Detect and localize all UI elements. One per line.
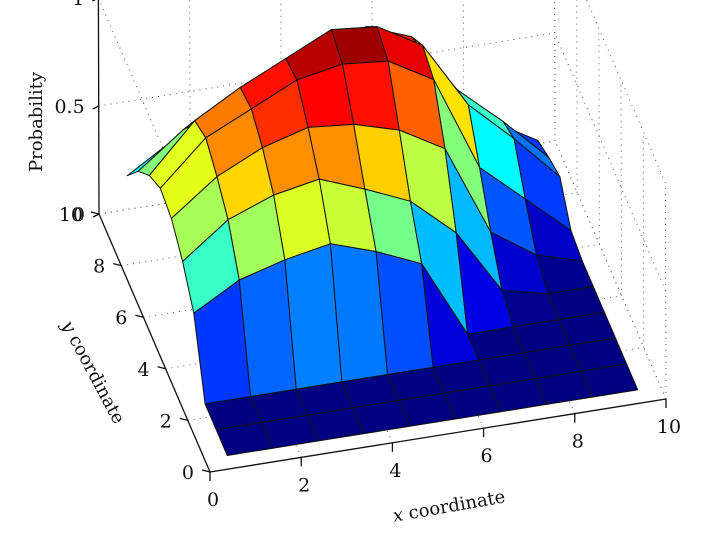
x-tick-label: 6 (481, 445, 493, 467)
x-tick-label: 4 (389, 460, 401, 482)
grid-line (664, 182, 667, 400)
grid-line (554, 32, 667, 292)
z-tick-label: 0 (73, 204, 85, 226)
grid-line (98, 32, 555, 107)
grid-line (554, 0, 556, 142)
y-axis-line (98, 213, 211, 473)
y-tick-label: 0 (182, 462, 194, 484)
x-axis-label-text: coordinate (401, 486, 507, 525)
y-axis-label: y coordinate (56, 316, 128, 427)
x-axis-line (209, 398, 667, 473)
x-tick-label: 10 (657, 416, 681, 438)
tick-mark (201, 469, 211, 473)
z-tick-label: 0.5 (54, 96, 84, 118)
x-axis-label-var: x (391, 504, 405, 526)
surface-mesh (126, 26, 639, 456)
surface-cell (580, 363, 639, 398)
grid-line (620, 79, 623, 296)
y-tick-label: 4 (138, 359, 150, 381)
y-axis-label-text: coordinate (62, 326, 129, 427)
grid-line (554, 0, 556, 142)
tick-mark (113, 262, 122, 267)
grid-line (642, 131, 645, 348)
tick-mark (179, 417, 188, 422)
x-tick-label: 2 (298, 474, 310, 496)
grid-line (586, 0, 666, 184)
x-tick-label: 8 (572, 431, 584, 453)
z-axis-line (97, 0, 100, 215)
grid-line (598, 28, 600, 245)
grid-line (576, 0, 578, 193)
tick-mark (90, 211, 100, 215)
z-axis-label: Probability (26, 71, 47, 172)
tick-mark (135, 314, 144, 318)
grid-line (554, 140, 667, 400)
z-tick-label: 1 (72, 0, 84, 10)
y-tick-label: 8 (93, 256, 105, 278)
tick-mark (92, 0, 96, 2)
x-axis-label: x coordinate (391, 486, 507, 526)
y-tick-label: 6 (115, 307, 127, 329)
tick-mark (92, 105, 99, 110)
tick-mark (157, 366, 166, 370)
x-tick-label: 0 (207, 489, 219, 511)
y-tick-label: 2 (160, 410, 172, 432)
y-tick-label: 10 (59, 204, 83, 226)
tick-mark (92, 213, 100, 218)
